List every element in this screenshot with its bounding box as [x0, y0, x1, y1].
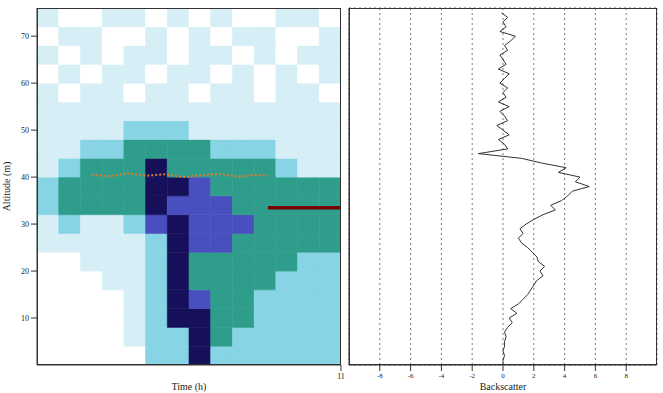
svg-text:Time (h): Time (h) — [172, 381, 207, 393]
svg-text:Altitude (m): Altitude (m) — [1, 162, 13, 212]
svg-text:20: 20 — [21, 267, 29, 276]
svg-text:-2: -2 — [469, 372, 475, 380]
svg-text:40: 40 — [21, 173, 29, 182]
svg-text:0: 0 — [501, 372, 505, 380]
svg-text:10: 10 — [21, 314, 29, 323]
svg-text:30: 30 — [21, 220, 29, 229]
svg-text:4: 4 — [563, 372, 567, 380]
svg-text:-4: -4 — [438, 372, 444, 380]
svg-text:50: 50 — [21, 126, 29, 135]
svg-text:8: 8 — [624, 372, 628, 380]
svg-text:11: 11 — [337, 372, 345, 381]
svg-text:Backscatter: Backscatter — [480, 381, 527, 392]
svg-text:6: 6 — [594, 372, 598, 380]
svg-text:-8: -8 — [377, 372, 383, 380]
svg-text:2: 2 — [532, 372, 536, 380]
svg-text:-6: -6 — [408, 372, 414, 380]
svg-text:70: 70 — [21, 32, 29, 41]
svg-text:60: 60 — [21, 79, 29, 88]
